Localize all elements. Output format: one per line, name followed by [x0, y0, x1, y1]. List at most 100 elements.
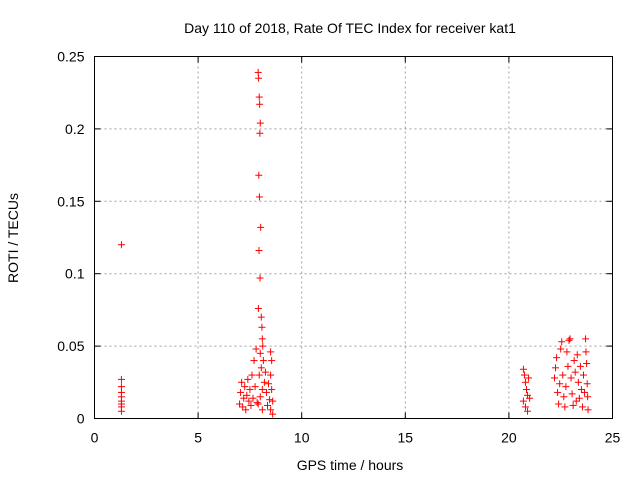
x-tick-label: 25: [605, 430, 621, 446]
data-point: [268, 357, 276, 365]
data-point: [563, 348, 571, 356]
grid: [94, 56, 613, 419]
data-point: [238, 378, 246, 386]
data-point: [242, 406, 250, 414]
data-point: [519, 365, 527, 373]
data-point: [265, 380, 273, 388]
data-point: [251, 383, 259, 391]
data-point: [256, 274, 264, 282]
data-point: [583, 380, 591, 388]
y-axis-label: ROTI / TECUs: [5, 193, 21, 283]
data-point: [524, 407, 532, 415]
data-point: [236, 400, 244, 408]
data-point: [244, 375, 252, 383]
data-point: [248, 371, 256, 379]
data-point: [576, 362, 584, 370]
data-point: [258, 335, 266, 343]
x-tick-label: 15: [398, 430, 414, 446]
data-point: [256, 129, 264, 137]
data-point: [269, 397, 277, 405]
data-points: [117, 68, 592, 418]
y-tick-label: 0.15: [57, 193, 84, 209]
data-point: [519, 397, 527, 405]
data-point: [259, 357, 267, 365]
data-point: [117, 241, 125, 249]
data-point: [566, 335, 574, 343]
data-point: [571, 368, 579, 376]
data-point: [258, 386, 266, 394]
data-point: [255, 247, 263, 255]
x-tick-label: 20: [501, 430, 517, 446]
data-point: [520, 371, 528, 379]
data-point: [568, 390, 576, 398]
data-point: [258, 406, 266, 414]
data-point: [523, 386, 531, 394]
y-tick-label: 0.05: [57, 338, 84, 354]
data-point: [256, 119, 264, 127]
data-point: [582, 348, 590, 356]
data-point: [257, 223, 265, 231]
data-point: [575, 394, 583, 402]
data-point: [569, 401, 577, 409]
data-point: [262, 388, 270, 396]
data-point: [581, 388, 589, 396]
data-point: [521, 403, 529, 411]
data-point: [259, 342, 267, 350]
data-point: [253, 399, 261, 407]
data-point: [559, 371, 567, 379]
plot-frame: [94, 56, 613, 419]
data-point: [550, 374, 558, 382]
data-point: [267, 371, 275, 379]
data-point: [117, 375, 125, 383]
data-point: [562, 383, 570, 391]
data-point: [574, 378, 582, 386]
data-point: [552, 364, 560, 372]
data-point: [525, 374, 533, 382]
data-point: [560, 393, 568, 401]
data-point: [256, 349, 264, 357]
data-point: [561, 403, 569, 411]
data-point: [255, 371, 263, 379]
data-point: [257, 313, 265, 321]
data-point: [558, 338, 566, 346]
y-tick-labels: 0 0.05 0.1 0.15 0.2 0.25: [57, 49, 84, 427]
data-point: [583, 359, 591, 367]
data-point: [257, 364, 265, 372]
y-tick-label: 0.2: [65, 121, 85, 137]
data-point: [579, 371, 587, 379]
data-point: [237, 388, 245, 396]
data-point: [582, 335, 590, 343]
data-point: [556, 380, 564, 388]
data-point: [264, 401, 272, 409]
data-point: [267, 348, 275, 356]
data-point: [254, 304, 262, 312]
data-point: [240, 394, 248, 402]
data-point: [553, 354, 561, 362]
data-point: [239, 403, 247, 411]
data-point: [260, 378, 268, 386]
x-tick-label: 0: [91, 430, 99, 446]
data-point: [254, 400, 262, 408]
data-point: [584, 393, 592, 401]
data-point: [268, 386, 276, 394]
data-point: [255, 193, 263, 201]
data-point: [255, 74, 263, 82]
data-point: [266, 396, 274, 404]
data-point: [245, 397, 253, 405]
data-point: [567, 374, 575, 382]
data-point: [256, 100, 264, 108]
data-point: [521, 378, 529, 386]
data-point: [258, 323, 266, 331]
data-point: [578, 403, 586, 411]
x-tick-label: 5: [194, 430, 202, 446]
data-point: [246, 386, 254, 394]
data-point: [256, 393, 264, 401]
data-point: [526, 394, 534, 402]
x-axis-label: GPS time / hours: [297, 457, 404, 473]
x-tick-labels: 0 5 10 15 20 25: [91, 430, 621, 446]
data-point: [247, 401, 255, 409]
data-point: [557, 345, 565, 353]
data-point: [252, 345, 260, 353]
data-point: [250, 357, 258, 365]
